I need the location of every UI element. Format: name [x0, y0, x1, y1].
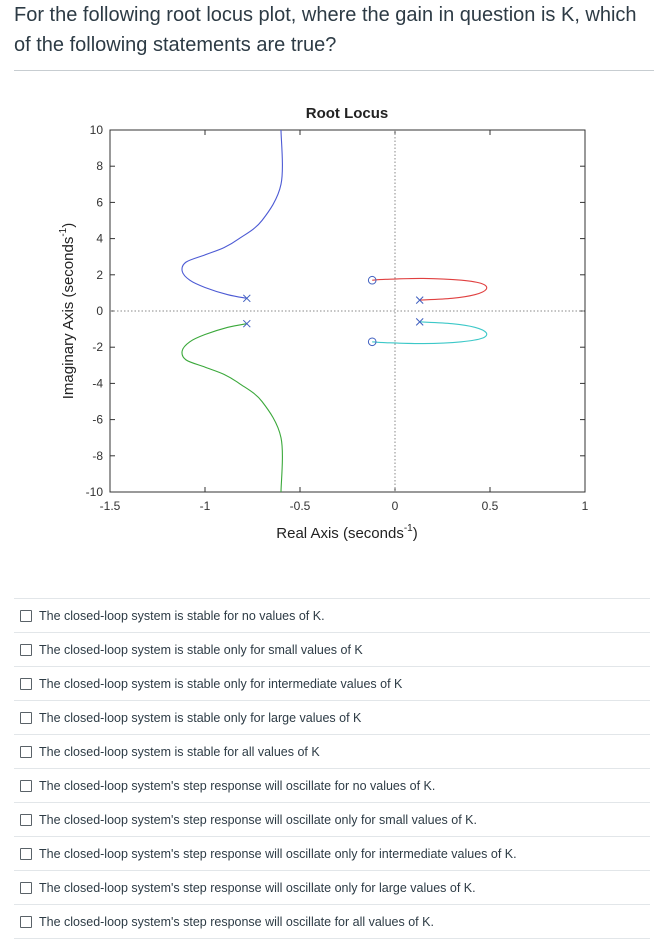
answer-label: The closed-loop system is stable only fo… — [39, 710, 362, 725]
x-axis-label: Real Axis (seconds-1) — [276, 523, 417, 542]
locus-branch-1 — [181, 129, 283, 299]
chart-title: Root Locus — [306, 105, 389, 122]
pole-marker — [242, 319, 251, 328]
answer-checkbox[interactable] — [20, 745, 32, 758]
answer-label: The closed-loop system's step response w… — [39, 812, 477, 827]
answer-checkbox[interactable] — [20, 677, 32, 690]
reference-lines — [110, 130, 585, 492]
y-tick-label: -2 — [92, 340, 103, 354]
answer-label: The closed-loop system's step response w… — [39, 914, 434, 929]
x-tick-label: 1 — [582, 499, 589, 513]
answer-checkbox[interactable] — [20, 711, 32, 724]
answer-option[interactable]: The closed-loop system is stable for no … — [14, 598, 650, 632]
answer-label: The closed-loop system is stable for all… — [39, 744, 320, 759]
root-locus-chart: Root Locus -1.5 -1 -0.5 0 0.5 11086420-2-4-6-… — [58, 105, 589, 542]
answer-option[interactable]: The closed-loop system is stable only fo… — [14, 700, 650, 734]
axis-ticks: -1.5 -1 -0.5 0 0.5 1 10 8 6 4 2 0 -2 -4 -6 -8 -10 — [86, 123, 589, 513]
x-tick-label: -1.5 — [100, 499, 121, 513]
locus-branch-2 — [181, 323, 283, 493]
pole-marker — [415, 318, 424, 326]
answer-checkbox[interactable] — [20, 813, 32, 826]
zero-marker — [367, 275, 377, 285]
y-tick-label: 8 — [96, 159, 103, 173]
answer-option[interactable]: The closed-loop system is stable for all… — [14, 734, 650, 768]
answer-label: The closed-loop system is stable for no … — [39, 608, 325, 623]
y-tick-label: 2 — [96, 268, 103, 282]
y-tick-label: -6 — [92, 413, 103, 427]
y-tick-label: 0 — [96, 304, 103, 318]
answer-option[interactable]: The closed-loop system's step response w… — [14, 870, 650, 904]
pole-marker — [242, 294, 251, 303]
answer-option[interactable]: The closed-loop system's step response w… — [14, 802, 650, 836]
y-tick-label: -10 — [86, 485, 104, 499]
answer-label: The closed-loop system's step response w… — [39, 880, 476, 895]
x-tick-label: -0.5 — [290, 499, 311, 513]
answer-label: The closed-loop system's step response w… — [39, 778, 436, 793]
locus-branches — [181, 129, 488, 493]
question-text: For the following root locus plot, where… — [14, 0, 654, 71]
locus-branch-4 — [372, 321, 488, 345]
locus-branch-3 — [372, 277, 488, 301]
x-tick-label: 0.5 — [482, 499, 499, 513]
zero-marker — [367, 337, 377, 347]
y-tick-label: 4 — [96, 232, 103, 246]
answer-option[interactable]: The closed-loop system is stable only fo… — [14, 632, 650, 666]
answer-checkbox[interactable] — [20, 881, 32, 894]
y-axis-label: Imaginary Axis (seconds-1) — [58, 223, 77, 399]
answer-option[interactable]: The closed-loop system's step response w… — [14, 904, 650, 939]
y-tick-label: -8 — [92, 449, 103, 463]
answer-label: The closed-loop system's step response w… — [39, 846, 517, 861]
y-tick-label: -4 — [92, 376, 103, 390]
x-tick-label: -1 — [200, 499, 211, 513]
pole-zero-markers — [242, 275, 424, 347]
y-tick-label: 6 — [96, 195, 103, 209]
answer-checkbox[interactable] — [20, 609, 32, 622]
answer-option[interactable]: The closed-loop system's step response w… — [14, 836, 650, 870]
answer-list: The closed-loop system is stable for no … — [14, 598, 650, 939]
answer-option[interactable]: The closed-loop system's step response w… — [14, 768, 650, 802]
answer-checkbox[interactable] — [20, 643, 32, 656]
x-tick-label: 0 — [392, 499, 399, 513]
answer-label: The closed-loop system is stable only fo… — [39, 642, 363, 657]
answer-label: The closed-loop system is stable only fo… — [39, 676, 403, 691]
answer-checkbox[interactable] — [20, 915, 32, 928]
answer-checkbox[interactable] — [20, 779, 32, 792]
answer-option[interactable]: The closed-loop system is stable only fo… — [14, 666, 650, 700]
answer-checkbox[interactable] — [20, 847, 32, 860]
y-tick-label: 10 — [90, 123, 104, 137]
pole-marker — [415, 296, 424, 304]
